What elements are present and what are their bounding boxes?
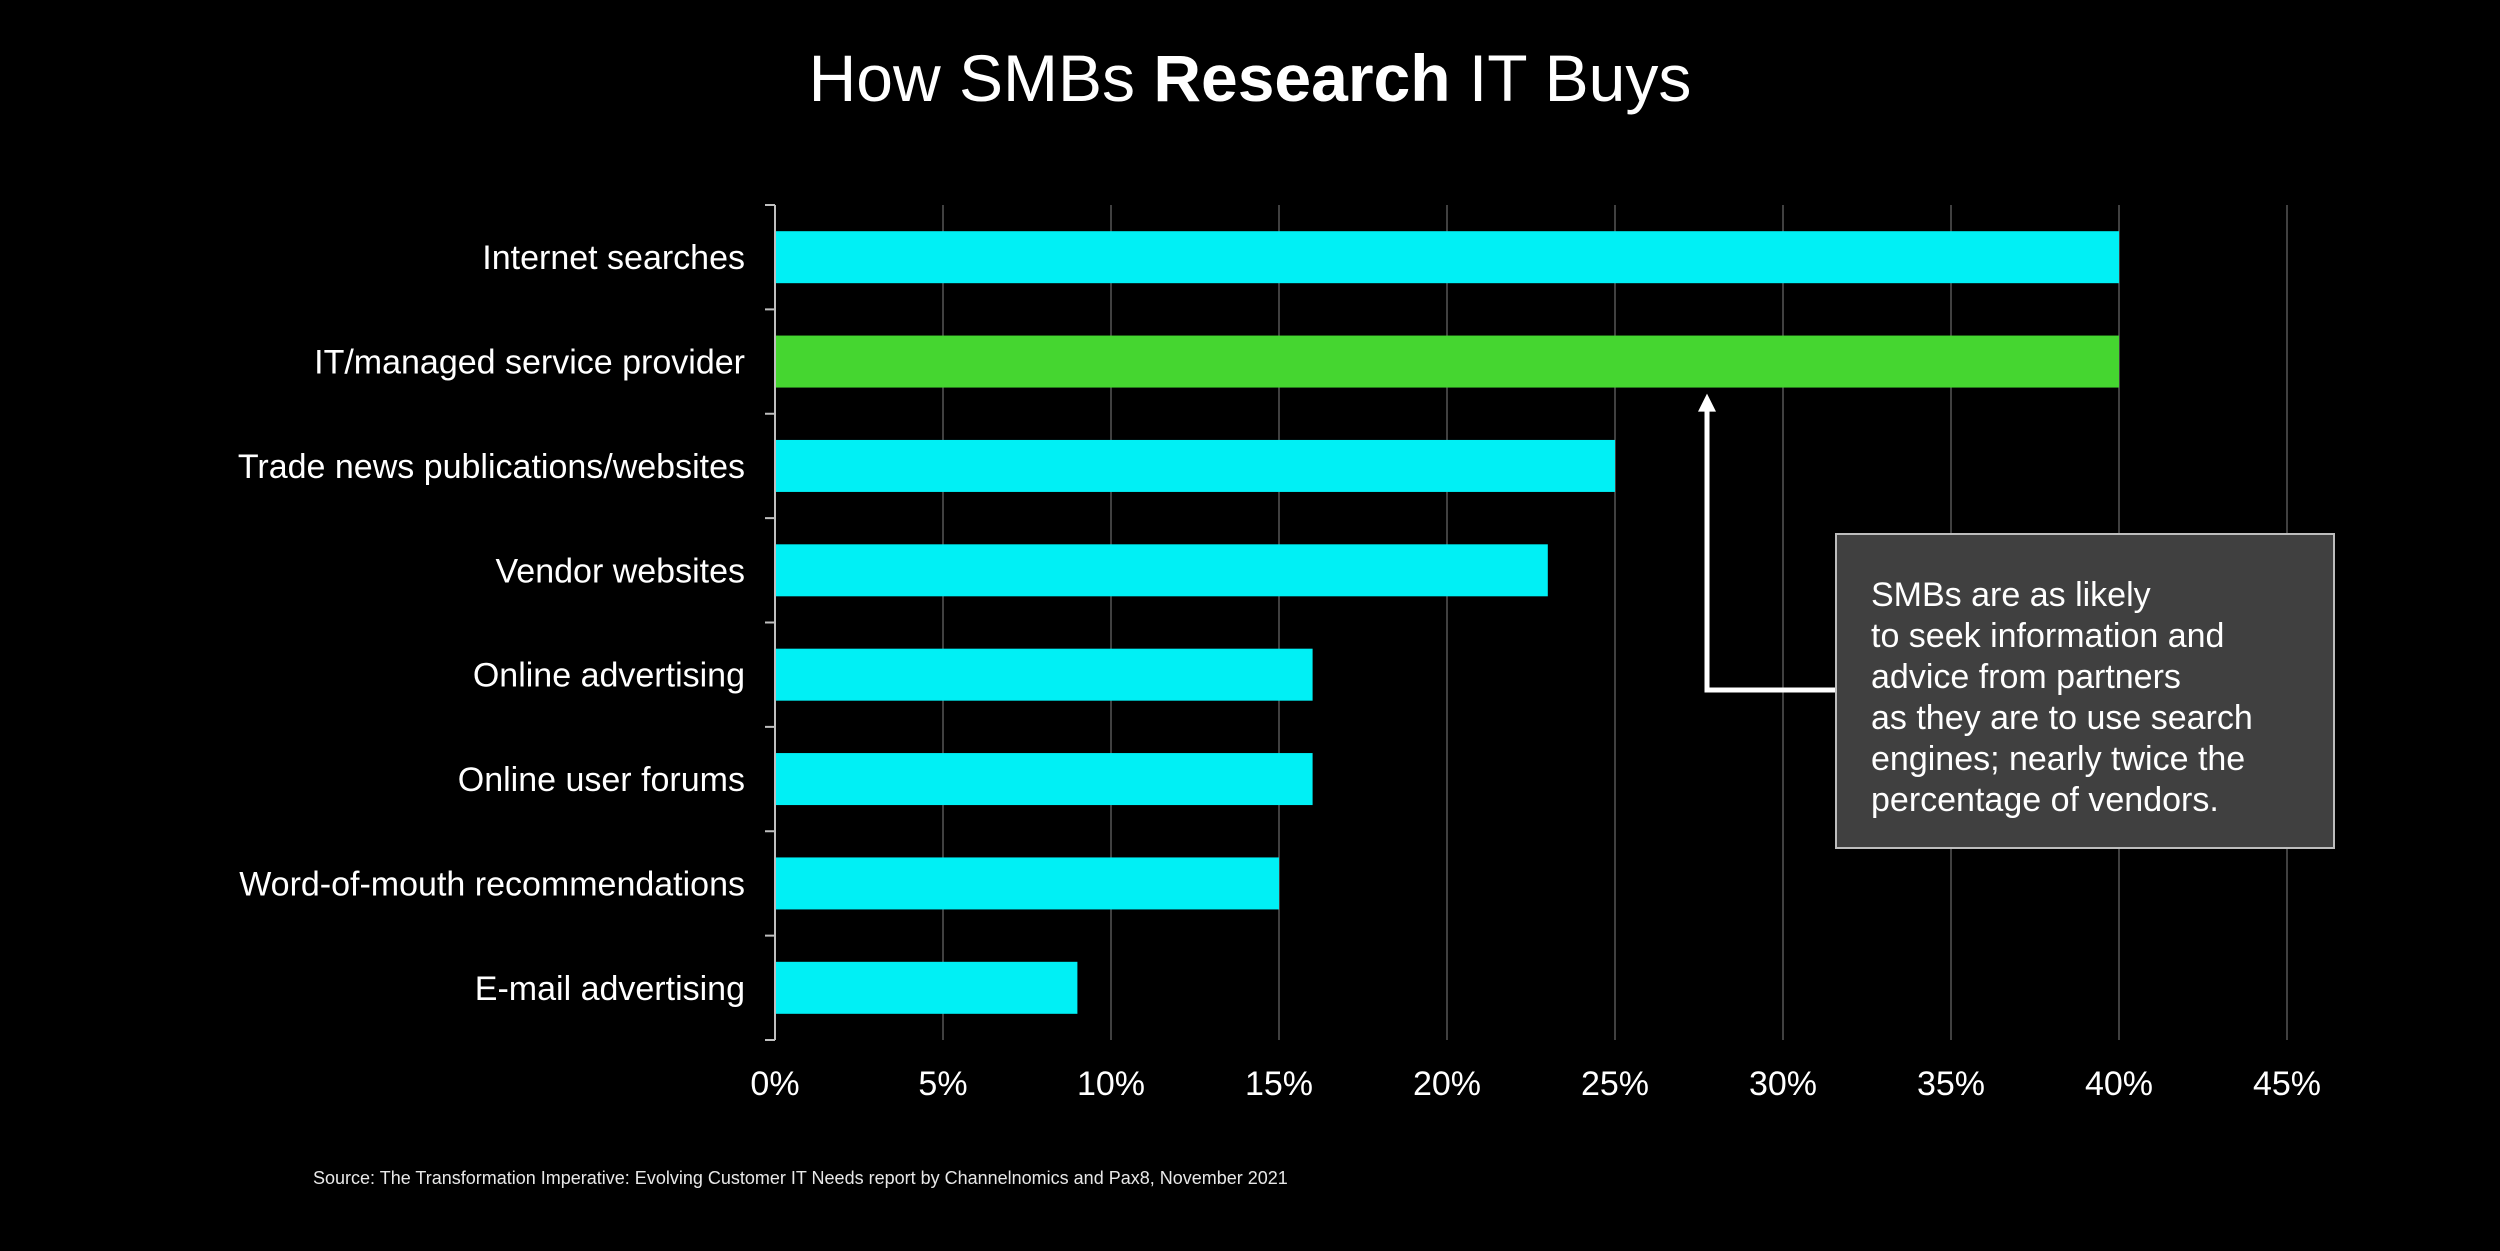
bar (776, 753, 1313, 806)
title-bold: Research (1153, 41, 1451, 115)
category-label: Vendor websites (496, 552, 746, 590)
callout-line: as they are to use search (1871, 699, 2253, 737)
bar (776, 648, 1313, 701)
bar (776, 544, 1548, 597)
tick-label: 35% (1917, 1065, 1985, 1103)
callout-box: SMBs are as likely to seek information a… (1835, 533, 2335, 849)
tick-label: 20% (1413, 1065, 1481, 1103)
bars (776, 231, 2119, 1014)
category-label: Word-of-mouth recommendations (239, 865, 745, 903)
category-label: Online advertising (473, 657, 745, 695)
callout-line: advice from partners (1871, 658, 2181, 696)
tick-label: 30% (1749, 1065, 1817, 1103)
callout-line: percentage of vendors. (1871, 781, 2219, 819)
tick-label: 5% (918, 1065, 967, 1103)
callout-arrow (1698, 393, 1835, 693)
callout-line: engines; nearly twice the (1871, 740, 2246, 778)
tick-label: 25% (1581, 1065, 1649, 1103)
callout-arrow-line (1704, 409, 1835, 693)
callout-line: to seek information and (1871, 617, 2225, 655)
bar (776, 857, 1279, 910)
tick-label: 45% (2253, 1065, 2321, 1103)
source-note: Source: The Transformation Imperative: E… (313, 1168, 1288, 1188)
title-post: IT Buys (1450, 41, 1692, 115)
bar (776, 335, 2119, 388)
category-label: IT/managed service provider (314, 344, 745, 382)
bar (776, 231, 2119, 284)
tick-labels: 0% 5% 10% 15% 20% 25% 30% 35% 40% 45% (750, 1065, 2321, 1103)
callout-line: SMBs are as likely (1871, 576, 2151, 614)
title-pre: How SMBs (808, 41, 1154, 115)
bar (776, 961, 1078, 1014)
chart-title: How SMBs Research IT Buys (0, 40, 2500, 116)
callout-arrow-head (1698, 393, 1716, 412)
tick-label: 10% (1077, 1065, 1145, 1103)
category-label: Online user forums (458, 761, 745, 799)
axes (765, 204, 776, 1041)
category-label: Internet searches (482, 239, 745, 277)
category-label: E-mail advertising (475, 970, 745, 1008)
category-labels: Internet searches IT/managed service prov… (238, 239, 745, 1008)
bar (776, 439, 1615, 492)
tick-label: 40% (2085, 1065, 2153, 1103)
tick-label: 15% (1245, 1065, 1313, 1103)
category-label: Trade news publications/websites (238, 448, 745, 486)
tick-label: 0% (750, 1065, 799, 1103)
